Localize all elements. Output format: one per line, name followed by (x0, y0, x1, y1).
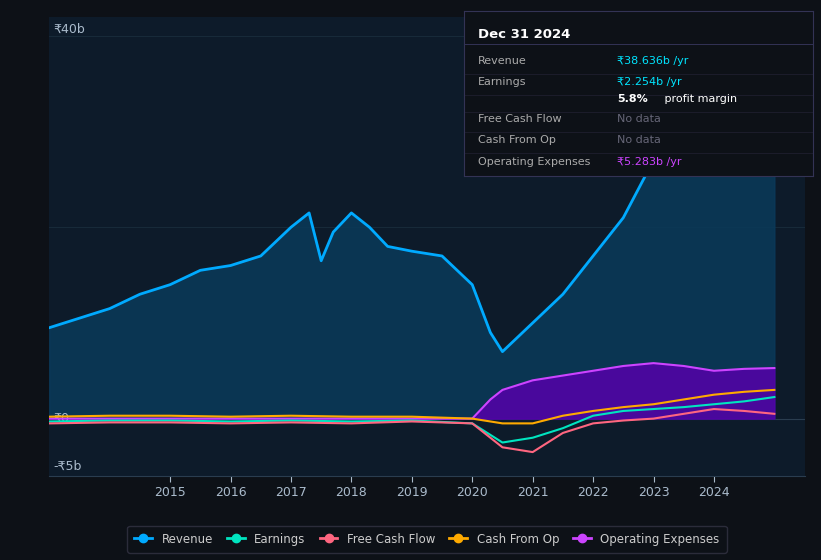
Text: Cash From Op: Cash From Op (478, 135, 556, 145)
Text: -₹5b: -₹5b (53, 460, 81, 473)
Text: Dec 31 2024: Dec 31 2024 (478, 28, 571, 41)
Text: No data: No data (617, 114, 661, 124)
Text: ₹38.636b /yr: ₹38.636b /yr (617, 56, 689, 66)
Text: Free Cash Flow: Free Cash Flow (478, 114, 562, 124)
Legend: Revenue, Earnings, Free Cash Flow, Cash From Op, Operating Expenses: Revenue, Earnings, Free Cash Flow, Cash … (127, 526, 727, 553)
Text: Operating Expenses: Operating Expenses (478, 157, 590, 166)
Text: No data: No data (617, 135, 661, 145)
Text: Earnings: Earnings (478, 77, 526, 87)
Text: ₹0: ₹0 (53, 412, 69, 425)
Text: 5.8%: 5.8% (617, 94, 648, 104)
Text: ₹5.283b /yr: ₹5.283b /yr (617, 157, 682, 166)
Text: profit margin: profit margin (661, 94, 737, 104)
Text: ₹40b: ₹40b (53, 23, 85, 36)
Text: ₹2.254b /yr: ₹2.254b /yr (617, 77, 682, 87)
Text: Revenue: Revenue (478, 56, 526, 66)
